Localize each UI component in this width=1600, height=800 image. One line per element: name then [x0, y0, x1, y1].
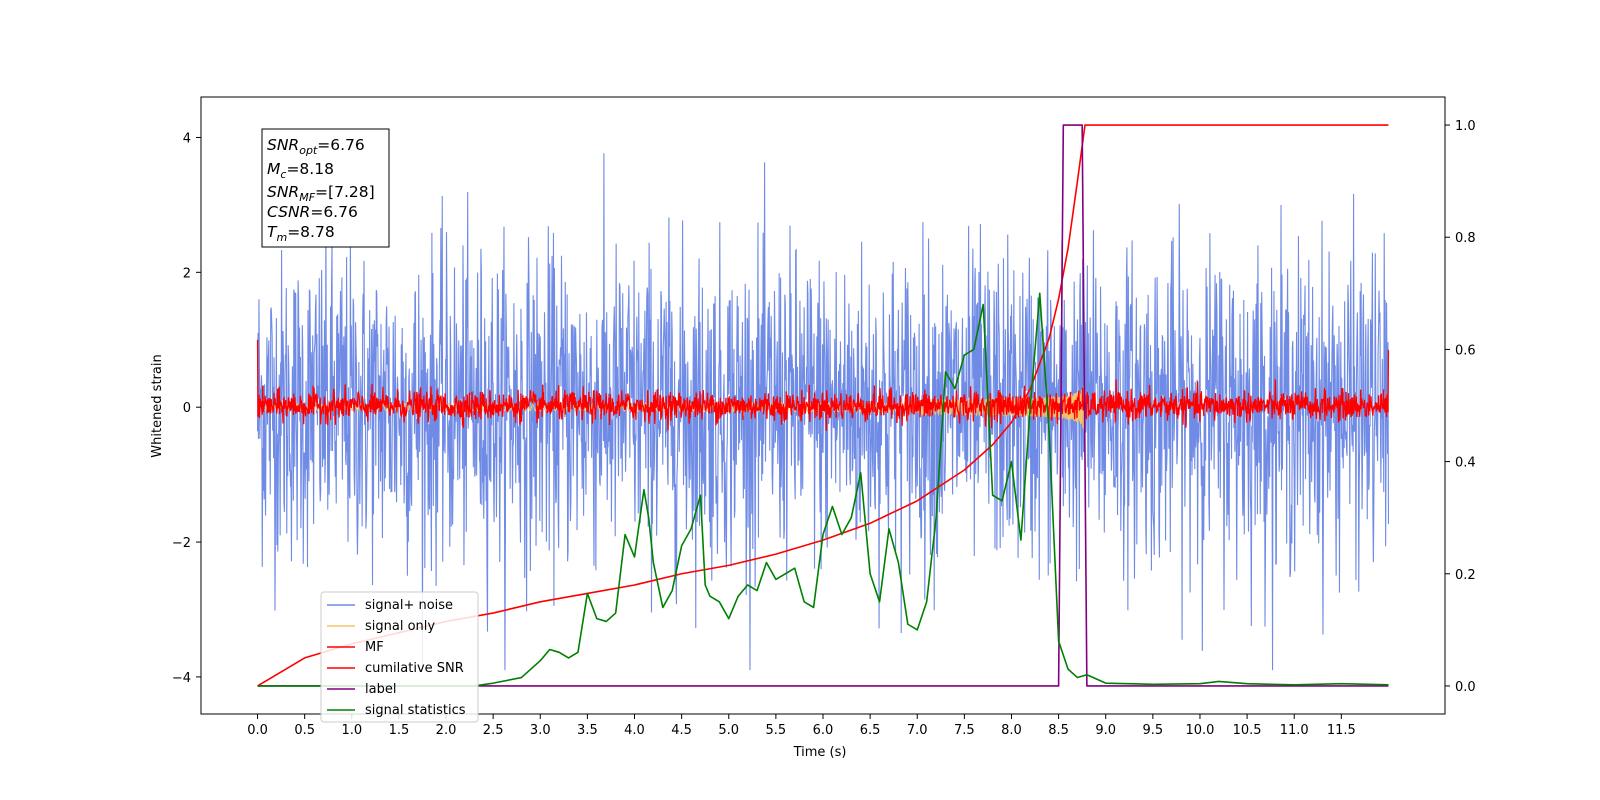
stats-snr-opt: SNRopt=6.76 — [267, 136, 365, 157]
x-tick-label: 3.5 — [577, 723, 598, 738]
signal-statistics-series — [257, 292, 1389, 687]
x-tick-label: 11.5 — [1327, 723, 1356, 738]
y-axis-label-left: Whitened strain — [150, 354, 165, 457]
x-tick-label: 5.5 — [766, 723, 787, 738]
x-tick-label: 9.0 — [1095, 723, 1116, 738]
label-line — [257, 124, 1389, 687]
x-tick-label: 4.0 — [624, 723, 645, 738]
stats-mc: Mc=8.18 — [267, 160, 334, 181]
x-tick-label: 3.0 — [530, 723, 551, 738]
legend: signal+ noise signal only MF cumilative … — [320, 591, 479, 723]
legend-frame — [320, 591, 479, 723]
legend-label-signal-noise: signal+ noise — [365, 598, 453, 613]
x-tick-label: 1.0 — [341, 723, 362, 738]
y-right-tick-label: 0.2 — [1455, 568, 1476, 583]
x-tick-label: 2.0 — [436, 723, 457, 738]
x-tick-label: 10.0 — [1185, 723, 1214, 738]
y-axis-left: −4 −2 0 2 4 — [172, 131, 201, 686]
y-left-tick-label: −2 — [172, 536, 191, 551]
x-tick-label: 9.5 — [1143, 723, 1164, 738]
x-tick-label: 6.5 — [860, 723, 881, 738]
legend-label-signal-statistics: signal statistics — [365, 703, 466, 718]
label-series — [257, 124, 1389, 687]
y-left-tick-label: −4 — [172, 671, 191, 686]
x-axis-label: Time (s) — [793, 745, 847, 760]
stats-snr-mf: SNRMF=[7.28] — [267, 183, 375, 204]
y-right-tick-label: 0.0 — [1455, 680, 1476, 695]
stats-box-frame — [261, 128, 390, 248]
x-tick-label: 5.0 — [718, 723, 739, 738]
x-tick-label: 8.5 — [1048, 723, 1069, 738]
x-tick-label: 4.5 — [671, 723, 692, 738]
mf-line — [256, 339, 1390, 431]
x-tick-label: 7.5 — [954, 723, 975, 738]
x-tick-label: 1.5 — [389, 723, 410, 738]
x-tick-label: 0.5 — [294, 723, 315, 738]
y-right-tick-label: 0.8 — [1455, 231, 1476, 246]
stats-csnr: CSNR=6.76 — [267, 203, 358, 221]
signal-noise-line — [257, 153, 1389, 671]
legend-label-mf: MF — [365, 640, 384, 655]
y-left-tick-label: 4 — [183, 131, 191, 146]
y-left-tick-label: 0 — [183, 401, 191, 416]
legend-label-label: label — [365, 682, 396, 697]
x-tick-label: 6.0 — [813, 723, 834, 738]
mf-series — [256, 339, 1390, 431]
y-right-tick-label: 0.6 — [1455, 343, 1476, 358]
x-tick-label: 8.0 — [1001, 723, 1022, 738]
x-tick-label: 0.0 — [247, 723, 268, 738]
x-axis: 0.0 0.5 1.0 1.5 2.0 2.5 3.0 3.5 4.0 4.5 5.0 5.5 6.0 6… — [247, 714, 1356, 738]
x-tick-label: 7.0 — [907, 723, 928, 738]
stats-box: SNRopt=6.76 Mc=8.18 SNRMF=[7.28] CSNR=6.… — [261, 128, 390, 248]
legend-label-signal-only: signal only — [365, 619, 435, 634]
x-tick-label: 11.0 — [1280, 723, 1309, 738]
legend-label-cumulative-snr: cumilative SNR — [365, 661, 464, 676]
y-right-tick-label: 0.4 — [1455, 456, 1476, 471]
stats-tm: Tm=8.78 — [267, 223, 335, 244]
x-tick-label: 2.5 — [483, 723, 504, 738]
signal-statistics-line — [257, 292, 1389, 687]
x-tick-label: 10.5 — [1233, 723, 1262, 738]
signal-noise-series — [257, 153, 1389, 671]
y-right-tick-label: 1.0 — [1455, 119, 1476, 134]
y-left-tick-label: 2 — [183, 266, 191, 281]
y-axis-right: 0.0 0.2 0.4 0.6 0.8 1.0 — [1445, 119, 1476, 695]
